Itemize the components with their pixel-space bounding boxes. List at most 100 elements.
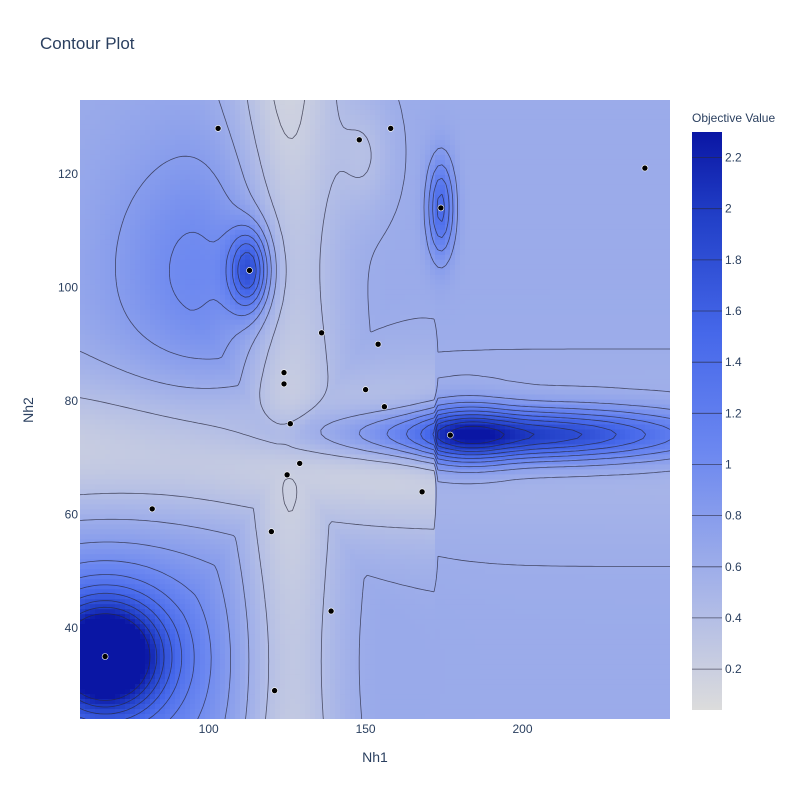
heatmap-cell — [150, 359, 156, 366]
heatmap-cell — [115, 189, 121, 196]
heatmap-cell — [145, 259, 151, 266]
heatmap-cell — [110, 464, 116, 470]
heatmap-cell — [230, 629, 236, 635]
heatmap-cell — [155, 314, 161, 321]
heatmap-cell — [125, 564, 131, 570]
heatmap-cell — [90, 144, 96, 151]
heatmap-cell — [215, 209, 221, 216]
heatmap-cell — [235, 714, 241, 719]
heatmap-cell — [115, 214, 121, 221]
heatmap-cell — [120, 179, 126, 186]
heatmap-cell — [260, 194, 266, 201]
heatmap-cell — [160, 604, 166, 610]
heatmap-cell — [110, 689, 116, 695]
heatmap-cell — [90, 414, 96, 421]
heatmap-cell — [265, 704, 271, 710]
heatmap-cell — [245, 229, 251, 236]
heatmap-cell — [80, 394, 86, 401]
heatmap-cell — [200, 649, 206, 655]
heatmap-cell — [120, 184, 126, 191]
heatmap-cell — [225, 204, 231, 211]
heatmap-cell — [215, 414, 221, 421]
heatmap-cell — [200, 529, 206, 535]
heatmap-cell — [235, 344, 241, 351]
heatmap-cell — [145, 669, 151, 675]
heatmap-cell — [140, 559, 146, 565]
heatmap-cell — [210, 614, 216, 620]
heatmap-cell — [205, 269, 211, 276]
heatmap-cell — [160, 524, 166, 530]
heatmap-cell — [165, 614, 171, 620]
heatmap-cell — [110, 169, 116, 176]
heatmap-cell — [150, 224, 156, 231]
heatmap-cell — [140, 519, 146, 525]
heatmap-cell — [195, 134, 201, 141]
heatmap-cell — [230, 189, 236, 196]
heatmap-cell — [275, 699, 281, 705]
heatmap-cell — [210, 224, 216, 231]
heatmap-cell — [125, 569, 131, 575]
heatmap-cell — [115, 709, 121, 715]
heatmap-cell — [165, 289, 171, 296]
heatmap-cell — [185, 244, 191, 251]
heatmap-cell — [250, 714, 256, 719]
heatmap-cell — [280, 114, 286, 121]
heatmap-cell — [160, 454, 166, 461]
heatmap-cell — [125, 194, 131, 201]
heatmap-cell — [95, 434, 101, 441]
heatmap-cell — [230, 109, 236, 116]
heatmap-cell — [270, 184, 276, 191]
heatmap-cell — [100, 254, 106, 261]
heatmap-cell — [155, 329, 161, 336]
heatmap-cell — [180, 694, 186, 700]
heatmap-cell — [100, 464, 106, 470]
heatmap-cell — [80, 239, 86, 246]
heatmap-cell — [150, 179, 156, 186]
heatmap-cell — [235, 679, 241, 685]
heatmap-cell — [180, 674, 186, 680]
heatmap-cell — [85, 379, 91, 386]
heatmap-cell — [265, 369, 271, 376]
heatmap-cell — [185, 559, 191, 565]
heatmap-cell — [280, 169, 286, 176]
heatmap-cell — [225, 669, 231, 675]
heatmap-cell — [150, 599, 156, 605]
heatmap-cell — [205, 114, 211, 121]
heatmap-cell — [115, 264, 121, 271]
heatmap-cell — [150, 499, 156, 505]
heatmap-cell — [150, 114, 156, 121]
heatmap-cell — [140, 184, 146, 191]
heatmap-cell — [180, 714, 186, 719]
heatmap-cell — [225, 379, 231, 386]
heatmap-cell — [150, 439, 156, 446]
heatmap-cell — [275, 109, 281, 116]
heatmap-cell — [235, 169, 241, 176]
heatmap-cell — [185, 599, 191, 605]
heatmap-cell — [130, 514, 136, 520]
heatmap-cell — [250, 334, 256, 341]
heatmap-cell — [130, 294, 136, 301]
heatmap-cell — [150, 474, 156, 480]
heatmap-cell — [200, 429, 206, 436]
heatmap-cell — [160, 294, 166, 301]
heatmap-cell — [175, 114, 181, 121]
heatmap-cell — [110, 294, 116, 301]
heatmap-cell — [270, 389, 276, 396]
heatmap-cell — [265, 544, 271, 550]
heatmap-cell — [235, 304, 241, 311]
heatmap-cell — [170, 184, 176, 191]
heatmap-cell — [110, 579, 116, 585]
heatmap-cell — [175, 649, 181, 655]
heatmap-cell — [170, 584, 176, 590]
heatmap-cell — [205, 659, 211, 665]
heatmap-cell — [200, 424, 206, 431]
heatmap-cell — [125, 279, 131, 286]
heatmap-cell — [225, 544, 231, 550]
heatmap-cell — [220, 324, 226, 331]
heatmap-cell — [130, 419, 136, 426]
heatmap-cell — [150, 489, 156, 495]
heatmap-cell — [265, 409, 271, 416]
heatmap-cell — [85, 149, 91, 156]
heatmap-cell — [255, 139, 261, 146]
heatmap-cell — [95, 134, 101, 141]
